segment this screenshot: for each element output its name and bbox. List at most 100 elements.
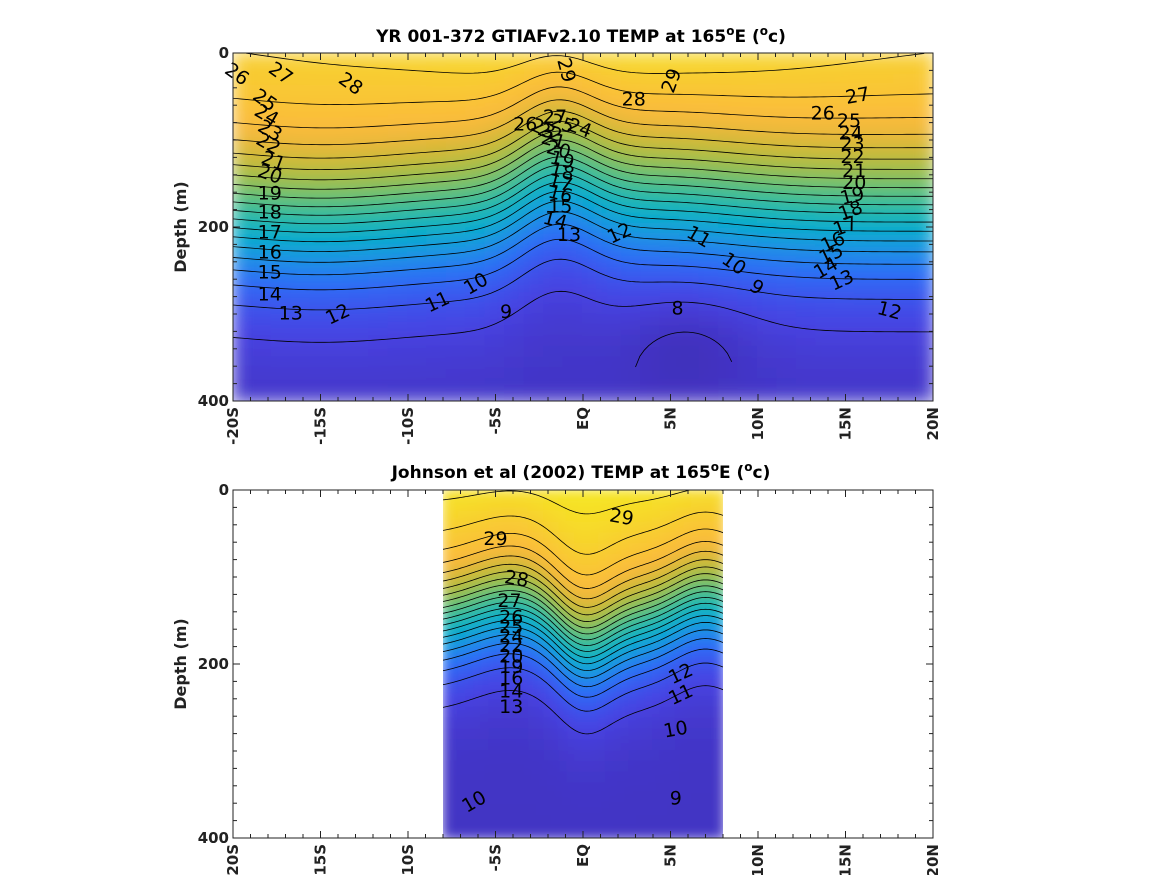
chart-panel-bottom: Johnson et al (2002) TEMP at 165oE (oc) … (171, 460, 942, 875)
heatmap-cell (601, 258, 624, 273)
heatmap-cell (620, 706, 632, 721)
heatmap-cell (714, 793, 723, 808)
heatmap-cell (690, 804, 702, 819)
heatmap-cell (620, 565, 632, 579)
heatmap-cell (698, 652, 710, 666)
heatmap-cell (465, 597, 477, 612)
heatmap-cell (543, 510, 554, 525)
heatmap-cell (854, 204, 877, 219)
heatmap-cell (737, 73, 760, 88)
heatmap-cell (527, 771, 539, 786)
heatmap-cell (574, 804, 585, 819)
heatmap-cell (757, 269, 780, 284)
heatmap-cell (815, 160, 838, 175)
heatmap-cell (698, 782, 710, 797)
heatmap-cell (457, 652, 469, 666)
heatmap-cell (348, 73, 372, 88)
heatmap-cell (457, 510, 469, 525)
heatmap-cell (543, 291, 566, 306)
heatmap-cell (683, 728, 694, 743)
heatmap-cell (457, 793, 469, 808)
heatmap-cell (640, 160, 663, 175)
heatmap-cell (613, 804, 624, 819)
heatmap-cell (613, 532, 624, 547)
heatmap-cell (636, 684, 648, 699)
heatmap-cell (652, 717, 663, 732)
heatmap-cell (757, 149, 780, 164)
heatmap-cell (504, 269, 527, 284)
heatmap-cell (912, 73, 933, 88)
heatmap-cell (465, 106, 488, 121)
heatmap-cell (445, 160, 469, 175)
heatmap-cell (815, 171, 838, 186)
isotherm-line (443, 602, 723, 652)
heatmap-cell (620, 117, 644, 132)
heatmap-cell (496, 782, 508, 797)
heatmap-cell (873, 389, 897, 401)
heatmap-cell (854, 128, 877, 142)
heatmap-cell (566, 739, 578, 753)
heatmap-cell (457, 490, 469, 503)
heatmap-cell (480, 597, 492, 612)
isotherm-line (443, 541, 723, 589)
heatmap-cell (652, 760, 663, 775)
heatmap-cell (457, 750, 469, 764)
heatmap-cell (443, 673, 453, 688)
heatmap-cell (659, 695, 671, 710)
heatmap-cell (449, 652, 461, 666)
heatmap-cell (443, 728, 453, 743)
heatmap-cell (737, 334, 760, 349)
heatmap-cell (854, 323, 877, 338)
heatmap-cell (574, 663, 585, 677)
heatmap-cell (480, 565, 492, 579)
heatmap-cell (698, 334, 722, 349)
heatmap-cell (473, 554, 484, 569)
heatmap-cell (504, 204, 527, 219)
heatmap-cell (636, 663, 648, 677)
heatmap-cell (329, 269, 352, 284)
heatmap-cell (636, 619, 648, 634)
heatmap-cell (445, 302, 469, 316)
heatmap-cell (496, 673, 508, 688)
heatmap-cell (504, 236, 527, 251)
heatmap-cell (601, 247, 624, 262)
heatmap-cell (589, 804, 601, 819)
contour-label: 25 (837, 110, 861, 132)
heatmap-cell (465, 608, 477, 623)
heatmap-cell (597, 684, 609, 699)
x-tick-label: -5S (487, 844, 505, 871)
heatmap-cell (659, 510, 671, 525)
isotherm-line (233, 290, 933, 343)
heatmap-cell (504, 673, 515, 688)
heatmap-cell (426, 378, 449, 393)
heatmap-cell (543, 499, 554, 514)
heatmap-cell (718, 323, 741, 338)
contour-label: 15 (548, 195, 572, 217)
isotherm-line (443, 528, 723, 576)
heatmap-cell (523, 182, 547, 197)
heatmap-cell (873, 62, 897, 77)
heatmap-cell (329, 389, 352, 401)
isotherm-line (443, 597, 723, 646)
heatmap-cell (496, 793, 508, 808)
heatmap-cell (543, 750, 554, 764)
heatmap-cell (504, 95, 527, 110)
heatmap-cell (574, 750, 585, 764)
heatmap-cell (718, 106, 741, 121)
heatmap-cell (815, 204, 838, 219)
heatmap-cell (407, 62, 430, 77)
contour-label: 13 (557, 224, 581, 246)
isotherm-line (233, 200, 933, 252)
heatmap-cell (329, 171, 352, 186)
heatmap-cell (480, 673, 492, 688)
heatmap-cell (675, 739, 687, 753)
heatmap-cell (605, 586, 617, 601)
heatmap-cell (597, 490, 609, 503)
heatmap-cell (484, 356, 508, 371)
heatmap-cell (543, 356, 566, 371)
heatmap-cell (644, 663, 655, 677)
heatmap-cell (912, 269, 933, 284)
heatmap-cell (834, 139, 858, 153)
heatmap-cell (706, 804, 718, 819)
